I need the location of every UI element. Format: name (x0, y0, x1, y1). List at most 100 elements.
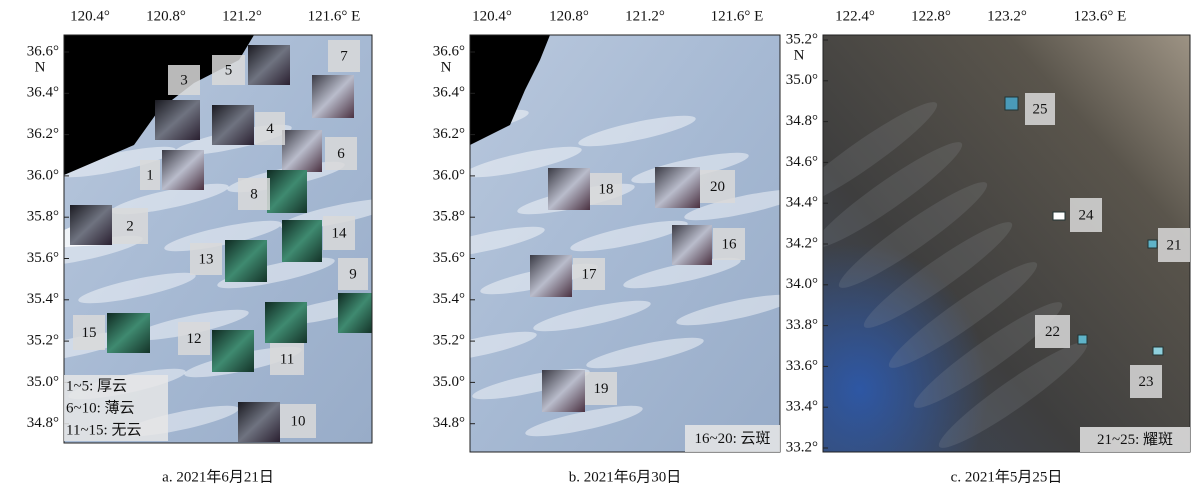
sample-patch (155, 100, 200, 140)
lat-tick-label: 34.4° (786, 195, 818, 211)
lat-tick-label: 35.8° (27, 209, 59, 225)
lat-tick-label: 35.2° (786, 31, 818, 47)
sample-patch (212, 330, 254, 372)
sample-patch (282, 220, 322, 262)
lon-tick-label: 122.4° (835, 8, 875, 24)
patch-label: 20 (710, 179, 725, 195)
sample-patch (312, 75, 354, 118)
lat-tick-label: 36.2° (433, 126, 465, 142)
lat-tick-label: 35.6° (27, 250, 59, 266)
sample-patch (672, 225, 712, 265)
patch-label: 2 (126, 218, 134, 234)
patch-label: 15 (82, 325, 97, 341)
sample-patch (212, 105, 254, 145)
lat-unit: N (441, 59, 452, 75)
lat-tick-label: 34.8° (786, 113, 818, 129)
legend-text: 21~25: 耀斑 (1097, 431, 1173, 448)
patch-label: 4 (266, 121, 274, 137)
lat-tick-label: 35.4° (27, 291, 59, 307)
panel-caption: c. 2021年5月25日 (951, 468, 1063, 485)
sample-patch (530, 255, 572, 297)
patch-label: 5 (225, 62, 233, 78)
sample-patch (542, 370, 585, 412)
lat-tick-label: 36.0° (433, 167, 465, 183)
lon-tick-label: 120.4° (472, 8, 512, 24)
sample-patch (107, 313, 150, 353)
legend-text: 11~15: 无云 (66, 422, 141, 438)
sample-patch (248, 45, 290, 85)
sample-patch (1005, 97, 1018, 110)
patch-label: 8 (250, 186, 258, 202)
lon-tick-label: 123.6° E (1074, 8, 1127, 24)
sample-patch (282, 130, 322, 172)
lat-tick-label: 34.8° (27, 415, 59, 431)
lon-tick-label: 121.2° (625, 8, 665, 24)
sample-patch (70, 205, 112, 245)
patch-label: 23 (1139, 374, 1154, 390)
legend-text: 16~20: 云斑 (694, 430, 770, 447)
lon-tick-label: 120.4° (70, 8, 110, 24)
lon-tick-label: 122.8° (911, 8, 951, 24)
lon-tick-label: 120.8° (549, 8, 589, 24)
lat-tick-label: 35.2° (433, 333, 465, 349)
lat-tick-label: 34.2° (786, 235, 818, 251)
sample-patch (548, 168, 590, 210)
satellite-image (781, 35, 1190, 458)
sample-patch (1078, 335, 1087, 344)
legend-text: 6~10: 薄云 (66, 399, 135, 416)
lat-unit: N (794, 47, 805, 63)
lat-unit: N (35, 59, 46, 75)
lat-tick-label: 36.4° (433, 85, 465, 101)
lat-tick-label: 33.8° (786, 317, 818, 333)
sample-patch (238, 402, 280, 442)
sample-patch (265, 302, 307, 343)
patch-label: 22 (1045, 324, 1060, 340)
patch-label: 13 (199, 251, 214, 267)
sample-patch (1148, 240, 1157, 248)
lat-tick-label: 36.2° (27, 126, 59, 142)
lat-tick-label: 35.0° (433, 374, 465, 390)
patch-label: 18 (599, 181, 614, 197)
lat-tick-label: 36.0° (27, 167, 59, 183)
patch-label: 11 (280, 351, 294, 367)
map-panel: 120.4°120.8°121.2°121.6° E36.6°36.4°36.2… (409, 8, 803, 485)
patch-label: 19 (594, 381, 609, 397)
lon-tick-label: 121.2° (222, 8, 262, 24)
patch-label: 1 (146, 167, 154, 183)
lat-tick-label: 35.0° (27, 374, 59, 390)
patch-label: 14 (332, 225, 348, 241)
patch-label: 10 (291, 413, 306, 429)
patch-label: 7 (340, 48, 348, 64)
patch-label: 16 (722, 236, 738, 252)
lat-tick-label: 36.6° (433, 43, 465, 59)
lat-tick-label: 35.0° (786, 72, 818, 88)
lat-tick-label: 35.6° (433, 250, 465, 266)
lat-tick-label: 33.4° (786, 399, 818, 415)
lon-tick-label: 123.2° (987, 8, 1027, 24)
patch-label: 24 (1079, 207, 1095, 223)
patch-label: 21 (1167, 237, 1182, 253)
figure: 120.4° 120.8° 121.2° 121.6° E 36.6° 36.4° 36.2… (0, 0, 1204, 493)
lat-tick-label: 34.0° (786, 276, 818, 292)
lon-tick-label: 120.8° (146, 8, 186, 24)
patch-label: 9 (349, 266, 357, 282)
panel-caption: a. 2021年6月21日 (162, 468, 274, 485)
map-panel: 122.4° 122.8° 123.2° 123.6° E 35.2° 35.0° 34.8… (781, 8, 1190, 485)
sample-patch (338, 293, 372, 333)
sample-patch (225, 240, 267, 282)
map-panel: 120.4° 120.8° 121.2° 121.6° E 36.6° 36.4° 36.2… (3, 8, 399, 485)
lat-tick-label: 34.8° (433, 415, 465, 431)
patch-label: 3 (180, 72, 188, 88)
lat-tick-label: 33.6° (786, 358, 818, 374)
sample-patch (655, 167, 700, 208)
lat-tick-label: 36.6° (27, 43, 59, 59)
patch-label: 6 (337, 146, 345, 162)
lat-tick-label: 35.8° (433, 209, 465, 225)
lon-tick-label: 121.6° E (308, 8, 361, 24)
sample-patch (1153, 347, 1163, 355)
panel-caption: b. 2021年6月30日 (569, 468, 682, 485)
sample-patch (267, 170, 307, 213)
lat-tick-label: 33.2° (786, 439, 818, 455)
lat-tick-label: 36.4° (27, 85, 59, 101)
lat-tick-label: 35.4° (433, 291, 465, 307)
